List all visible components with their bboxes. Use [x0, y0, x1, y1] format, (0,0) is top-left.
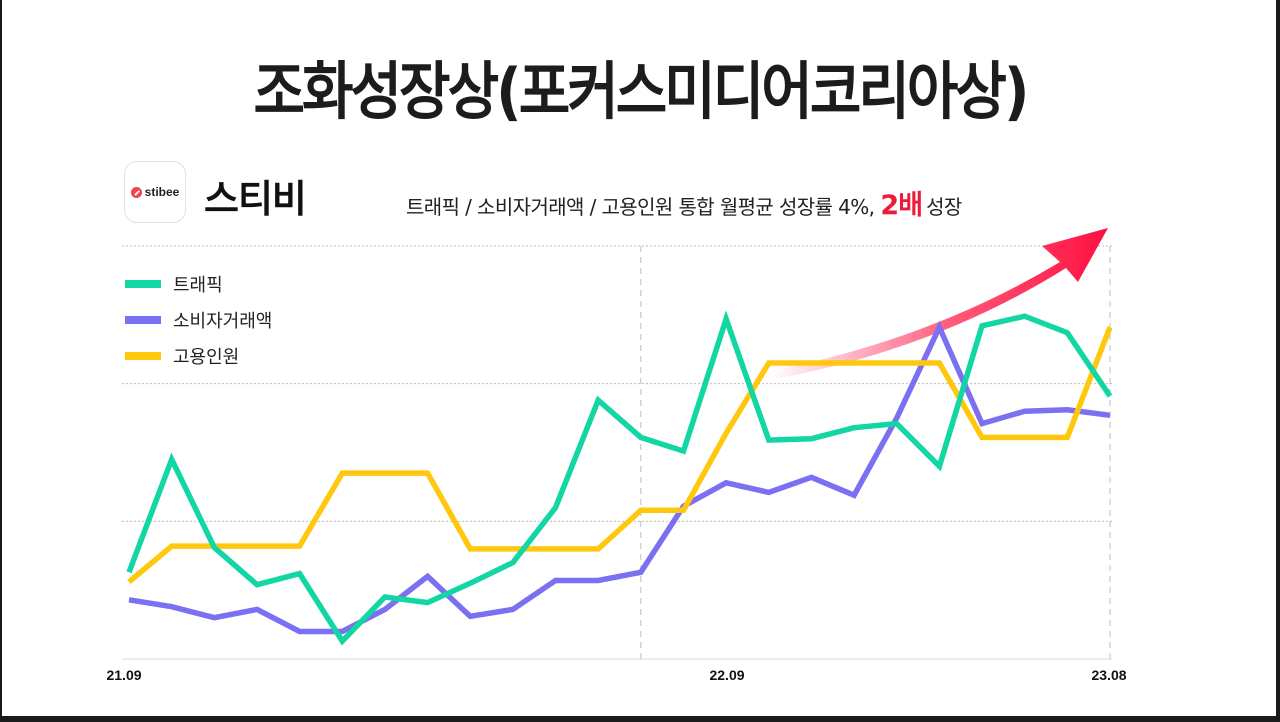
- chart-legend: 트래픽 소비자거래액 고용인원: [125, 266, 272, 374]
- brand-logo-word: stibee: [144, 185, 180, 199]
- chart-grid: [122, 245, 1112, 660]
- brand-name: 스티비: [204, 177, 307, 221]
- legend-item-traffic: 트래픽: [125, 266, 272, 302]
- headline-prefix: 트래픽 / 소비자거래액 / 고용인원 통합 월평균 성장률 4%,: [406, 195, 875, 219]
- series-line-0: [126, 310, 1113, 646]
- legend-swatch-transactions: [125, 316, 161, 324]
- legend-item-employment: 고용인원: [125, 338, 272, 374]
- x-tick-label: 23.08: [1091, 667, 1127, 683]
- series-line-1: [128, 320, 1111, 635]
- legend-label: 소비자거래액: [173, 311, 273, 332]
- chart-series: [126, 310, 1113, 646]
- headline: 트래픽 / 소비자거래액 / 고용인원 통합 월평균 성장률 4%, 2배 성장: [406, 183, 962, 222]
- legend-swatch-employment: [125, 352, 161, 360]
- headline-suffix: 성장: [926, 195, 962, 219]
- legend-item-transactions: 소비자거래액: [125, 302, 272, 338]
- growth-arrow-icon: [770, 228, 1108, 380]
- page-title: 조화성장상(포커스미디어코리아상): [253, 55, 1030, 129]
- x-tick-label: 21.09: [106, 667, 142, 683]
- brand-logo-tile: stibee: [124, 161, 186, 223]
- series-line-2: [127, 326, 1113, 585]
- x-tick-label: 22.09: [709, 667, 745, 683]
- legend-label: 트래픽: [173, 275, 223, 296]
- legend-swatch-traffic: [125, 280, 161, 288]
- headline-highlight: 2배: [880, 190, 923, 221]
- growth-arrow-icon: [770, 228, 1108, 380]
- legend-label: 고용인원: [173, 347, 240, 368]
- stibee-logo-icon: [130, 186, 142, 198]
